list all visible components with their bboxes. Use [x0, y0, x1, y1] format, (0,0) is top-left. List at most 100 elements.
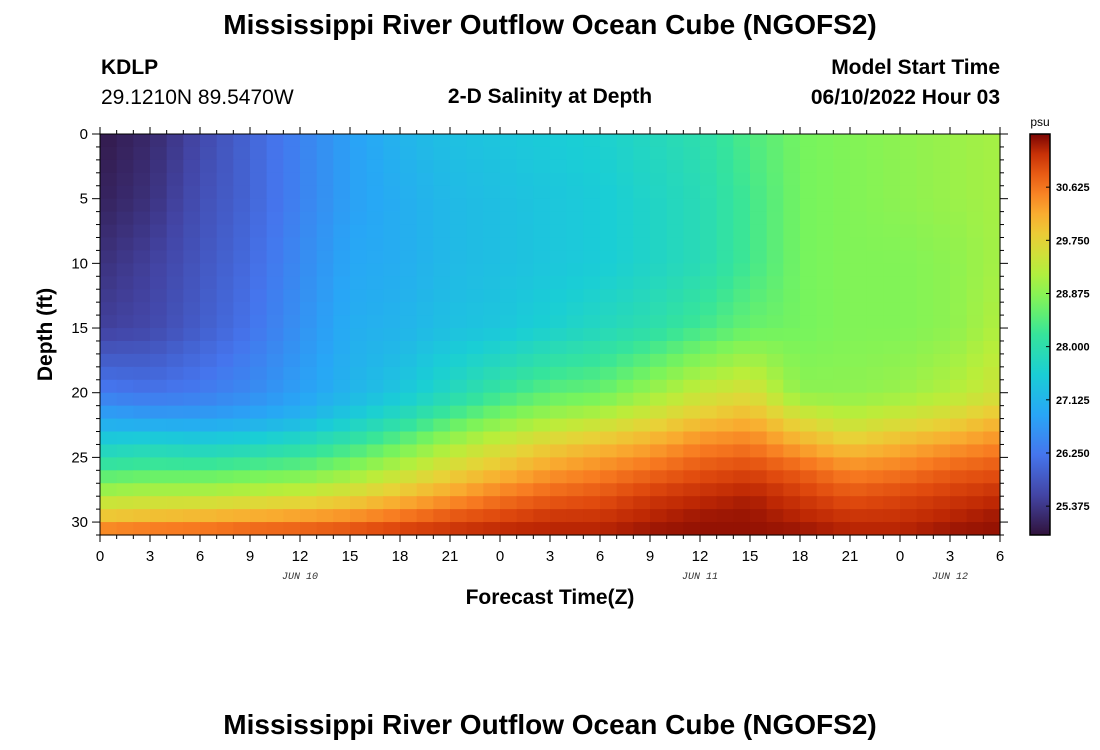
heat-cell — [533, 405, 551, 420]
heat-cell — [516, 444, 534, 458]
heat-cell — [566, 263, 584, 277]
heat-cell — [816, 366, 834, 381]
heat-cell — [583, 146, 601, 161]
heat-cell — [950, 379, 968, 394]
heat-cell — [866, 276, 884, 290]
heat-cell — [383, 211, 401, 226]
heat-cell — [483, 470, 501, 484]
heat-cell — [266, 470, 284, 484]
heat-cell — [500, 224, 518, 239]
heat-cell — [233, 483, 251, 497]
heat-cell — [266, 457, 284, 471]
heat-cell — [833, 289, 851, 303]
heat-cell — [400, 392, 418, 407]
heat-cell — [583, 353, 601, 368]
heat-cell — [750, 405, 768, 420]
heat-cell — [966, 185, 984, 200]
heat-cell — [816, 470, 834, 484]
heat-cell — [766, 250, 784, 264]
heat-cell — [983, 522, 1001, 536]
heat-cell — [200, 146, 218, 161]
heat-cell — [233, 237, 251, 252]
heat-cell — [716, 405, 734, 420]
heat-cell — [550, 509, 568, 523]
heat-cell — [350, 483, 368, 497]
heat-cell — [283, 328, 301, 342]
heat-cell — [200, 159, 218, 174]
heat-cell — [750, 328, 768, 342]
heat-cell — [466, 340, 484, 355]
heat-cell — [266, 172, 284, 187]
heat-cell — [400, 211, 418, 226]
heat-cell — [183, 328, 201, 342]
heat-cell — [483, 496, 501, 510]
heat-cell — [166, 405, 184, 420]
heat-cell — [283, 379, 301, 394]
heat-cell — [300, 509, 318, 523]
heat-cell — [100, 379, 118, 394]
heat-cell — [566, 509, 584, 523]
heat-cell — [833, 340, 851, 355]
heat-cell — [516, 224, 534, 239]
heat-cell — [100, 431, 118, 446]
heat-cell — [300, 444, 318, 458]
y-tick-label: 0 — [80, 126, 88, 143]
heat-cell — [416, 522, 434, 536]
heat-cell — [883, 185, 901, 200]
heat-cell — [750, 211, 768, 226]
heat-cell — [583, 172, 601, 187]
heat-cell — [766, 263, 784, 277]
heat-cell — [716, 328, 734, 342]
heat-cell — [483, 224, 501, 239]
heat-cell — [783, 237, 801, 252]
heat-cell — [933, 457, 951, 471]
heat-cell — [916, 211, 934, 226]
heat-cell — [983, 302, 1001, 316]
heat-cell — [666, 315, 684, 329]
heat-cell — [766, 496, 784, 510]
heat-cell — [800, 444, 818, 458]
heat-cell — [416, 250, 434, 264]
heat-cell — [483, 366, 501, 381]
x-tick-label: 3 — [546, 548, 554, 565]
heat-cell — [366, 211, 384, 226]
heat-cell — [100, 405, 118, 420]
heat-cell — [216, 405, 234, 420]
heat-cell — [316, 366, 334, 381]
heat-cell — [900, 302, 918, 316]
heat-cell — [400, 444, 418, 458]
heat-cell — [900, 328, 918, 342]
heat-cell — [550, 418, 568, 433]
heat-cell — [466, 431, 484, 446]
heat-cell — [516, 237, 534, 252]
heat-cell — [966, 444, 984, 458]
heat-cell — [766, 276, 784, 290]
heat-cell — [583, 263, 601, 277]
heat-cell — [250, 237, 268, 252]
heat-cell — [866, 431, 884, 446]
heat-cell — [950, 353, 968, 368]
heat-cell — [850, 276, 868, 290]
heat-cell — [550, 250, 568, 264]
model-start-label: Model Start Time — [831, 56, 1000, 79]
heat-cell — [733, 211, 751, 226]
heat-cell — [350, 185, 368, 200]
heat-cell — [183, 198, 201, 213]
heat-cell — [650, 379, 668, 394]
heat-cell — [283, 418, 301, 433]
heat-cell — [916, 366, 934, 381]
heat-cell — [816, 457, 834, 471]
heat-cell — [366, 146, 384, 161]
heat-cell — [600, 146, 618, 161]
heat-cell — [600, 353, 618, 368]
heat-cell — [166, 302, 184, 316]
heat-cell — [900, 379, 918, 394]
heat-cell — [950, 289, 968, 303]
heat-cell — [350, 392, 368, 407]
heat-cell — [500, 340, 518, 355]
heat-cell — [500, 172, 518, 187]
heat-cell — [466, 418, 484, 433]
heat-cell — [566, 340, 584, 355]
heat-cell — [250, 315, 268, 329]
heat-cell — [166, 237, 184, 252]
